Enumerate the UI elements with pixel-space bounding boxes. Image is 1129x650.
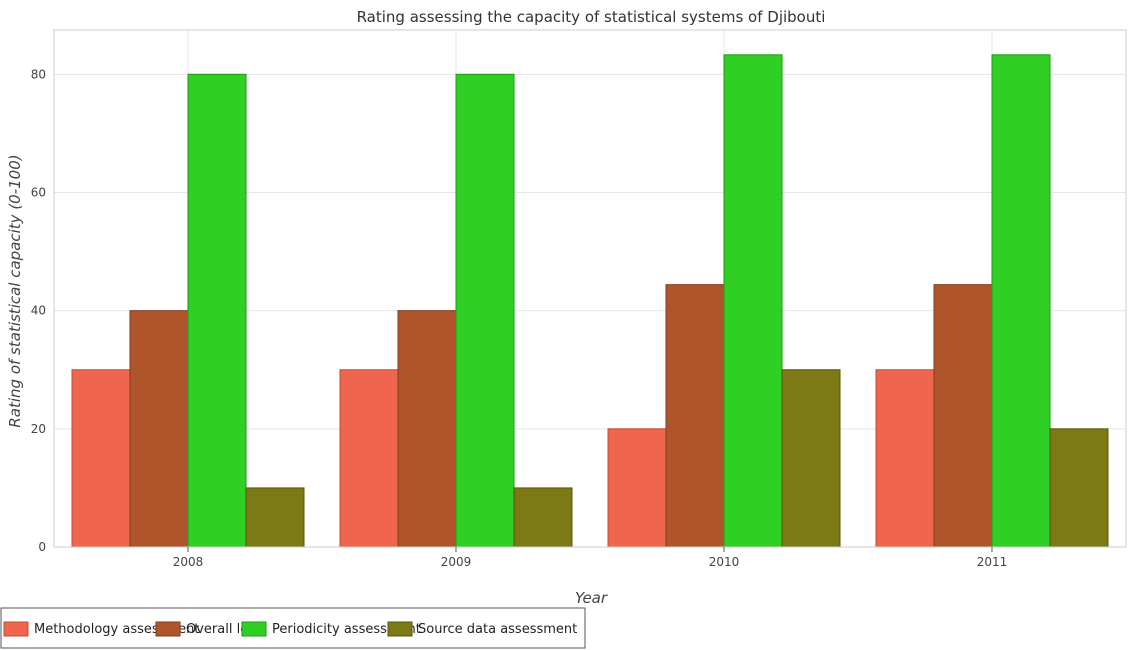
y-tick-label: 40 <box>31 304 46 318</box>
legend-swatch <box>241 621 267 637</box>
bar-source-data-assessment-2008 <box>245 487 305 548</box>
bar-overall-level-2011 <box>933 284 993 548</box>
bars-layer <box>71 54 1109 548</box>
bar-periodicity-assessment-2009 <box>455 73 515 548</box>
plot-frame <box>53 29 1127 548</box>
bar-methodology-assessment-2009 <box>339 369 399 548</box>
x-tick-label: 2008 <box>173 555 204 569</box>
bar-periodicity-assessment-2011 <box>991 54 1051 548</box>
bar-source-data-assessment-2009 <box>513 487 573 548</box>
x-tick-label: 2011 <box>977 555 1008 569</box>
legend-swatch <box>387 621 413 637</box>
x-tick-label: 2010 <box>709 555 740 569</box>
legend-swatch <box>155 621 181 637</box>
y-tick-label: 80 <box>31 67 46 81</box>
y-axis-label: Rating of statistical capacity (0-100) <box>6 154 24 427</box>
bar-methodology-assessment-2008 <box>71 369 131 548</box>
bar-methodology-assessment-2010 <box>607 428 667 548</box>
y-tick-label: 60 <box>31 185 46 199</box>
legend-label: Periodicity assessment <box>272 622 421 637</box>
x-axis-label: Year <box>575 589 608 607</box>
bar-overall-level-2008 <box>129 310 189 548</box>
y-tick-label: 0 <box>38 540 46 554</box>
x-tick-label: 2009 <box>441 555 472 569</box>
y-tick-label: 20 <box>31 422 46 436</box>
bar-methodology-assessment-2011 <box>875 369 935 548</box>
chart-title: Rating assessing the capacity of statist… <box>357 8 826 26</box>
y-tick-labels: 0 20 40 60 80 <box>31 67 46 554</box>
bar-periodicity-assessment-2010 <box>723 54 783 548</box>
legend-box <box>0 607 586 649</box>
bar-overall-level-2010 <box>665 284 725 548</box>
bar-source-data-assessment-2011 <box>1049 428 1109 548</box>
bar-source-data-assessment-2010 <box>781 369 841 548</box>
legend-swatch <box>3 621 29 637</box>
x-tick-labels: 2008 2009 2010 2011 <box>173 547 1008 569</box>
bar-periodicity-assessment-2008 <box>187 73 247 548</box>
legend-label: Source data assessment <box>418 622 577 637</box>
bar-overall-level-2009 <box>397 310 457 548</box>
